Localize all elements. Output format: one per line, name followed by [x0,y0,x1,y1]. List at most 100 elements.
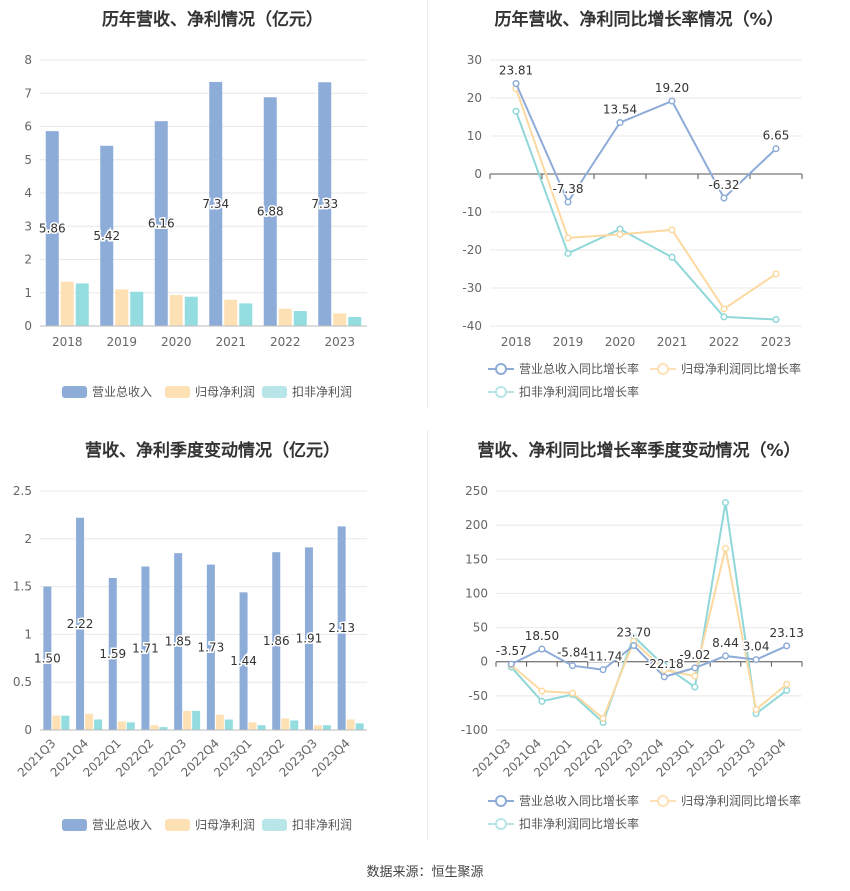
revenue-bar [304,547,313,730]
legend-label: 营业总收入 [92,385,153,399]
revenue-data-label: 6.88 [257,205,284,219]
revenue-growth-point [630,641,638,650]
annual-amount-chart: 0 1 2 3 4 5 6 7 8 5.86 5.42 6.16 7.34 6.88 7.33 2018 201… [24,53,367,349]
revenue-growth-data-label: -3.57 [496,644,527,658]
revenue-growth-point [720,194,728,202]
x-tick-label: 2021 [657,335,688,349]
revenue-data-label: 1.91 [296,632,323,646]
x-tick-label: 2020 [161,335,192,349]
y-tick-label: 5 [24,153,32,167]
legend-item-net-profit[interactable]: 归母净利润 [165,383,255,400]
legend-item-revenue-growth[interactable]: 营业总收入同比增长率 [488,360,639,377]
net-profit-growth-point [772,270,780,278]
revenue-growth-marker-icon [488,795,514,807]
revenue-bar [239,592,248,730]
y-tick-label: 0 [474,167,482,181]
x-tick-label: 2019 [106,335,137,349]
y-tick-label: -50 [468,689,488,703]
deducted-profit-bar [126,722,135,730]
revenue-growth-point [721,652,730,660]
net-profit-bar [278,308,292,326]
deducted-profit-bar [130,291,144,326]
legend-label: 归母净利润同比增长率 [681,362,802,376]
revenue-growth-point [507,660,515,668]
data-source-text: 数据来源：恒生聚源 [366,865,484,880]
revenue-data-label: 1.73 [197,640,224,654]
legend-item-deducted[interactable]: 扣非净利润 [262,816,352,833]
revenue-growth-point [599,666,607,674]
y-tick-label: -30 [462,281,482,295]
revenue-data-label: 6.16 [148,217,175,231]
net-profit-growth-point [720,305,728,313]
legend-item-net-growth[interactable]: 归母净利润同比增长率 [650,360,801,377]
legend-item-net-profit[interactable]: 归母净利润 [165,816,255,833]
legend-label: 营业总收入 [92,818,153,832]
chart-title-annual-growth: 历年营收、净利同比增长率情况（%） [494,10,784,30]
net-profit-growth-line [515,88,777,311]
legend-item-net-growth[interactable]: 归母净利润同比增长率 [650,792,801,809]
legend-item-deducted-growth[interactable]: 扣非净利润同比增长率 [488,815,639,832]
y-tick-label: 4 [24,186,32,200]
legend-annual-growth: 营业总收入同比增长率 归母净利润同比增长率 扣非净利润同比增长率 [428,360,850,404]
revenue-data-label: 7.34 [202,197,229,211]
revenue-growth-marker-icon [488,363,514,375]
vertical-divider-top [427,0,428,408]
net-profit-bar [333,313,347,326]
annual-growth-chart: -40 -30 -20 -10 0 10 20 30 23.81 -7.38 13.54 19.20 -… [462,53,803,349]
x-tick-label: 2023 [761,335,792,349]
legend-item-deducted[interactable]: 扣非净利润 [262,383,352,400]
revenue-growth-point [538,645,546,653]
deducted-profit-bar [159,727,168,730]
deducted-growth-point [691,683,699,691]
deducted-profit-bar [75,283,89,326]
net-profit-growth-point [783,680,791,688]
revenue-bar [272,552,281,730]
revenue-bar [174,553,183,730]
revenue-growth-data-label: 19.20 [655,81,689,95]
x-tick-label: 2018 [52,335,83,349]
legend-quarterly-amount: 营业总收入 归母净利润 扣非净利润 [0,816,425,836]
deducted-profit-bar [94,719,103,730]
deducted-swatch-icon [262,819,287,831]
net-profit-bar [248,722,257,730]
deducted-profit-bar [224,719,233,730]
deducted-profit-bar [239,303,253,326]
y-tick-label: -20 [462,243,482,257]
net-profit-bar [117,721,126,730]
revenue-data-label: 1.71 [132,641,159,655]
deducted-growth-marker-icon [488,818,514,830]
y-tick-label: 2.5 [13,484,32,498]
legend-label: 扣非净利润同比增长率 [519,385,640,399]
revenue-bar [108,577,117,730]
legend-label: 归母净利润 [195,385,256,399]
legend-label: 归母净利润同比增长率 [681,794,802,808]
legend-item-revenue[interactable]: 营业总收入 [62,816,152,833]
legend-item-revenue[interactable]: 营业总收入 [62,383,152,400]
net-profit-growth-point [599,714,607,722]
revenue-growth-data-label: 23.13 [770,626,804,640]
x-tick-label: 2021 [215,335,246,349]
net-profit-bar [60,281,74,326]
y-tick-label: 2 [24,253,32,267]
revenue-growth-data-label: 18.50 [525,629,559,643]
net-profit-bar [169,295,183,326]
deducted-growth-line [515,110,777,321]
legend-item-revenue-growth[interactable]: 营业总收入同比增长率 [488,792,639,809]
revenue-growth-point [783,642,791,650]
x-tick-label: 2018 [501,335,532,349]
y-tick-label: 10 [467,129,482,143]
revenue-data-label: 5.42 [93,229,120,243]
legend-annual-amount: 营业总收入 归母净利润 扣非净利润 [0,383,425,403]
legend-label: 扣非净利润同比增长率 [519,817,640,831]
net-growth-marker-icon [650,363,676,375]
y-tick-label: 1.5 [13,580,32,594]
quarterly-amount-chart: 0 0.5 1 1.5 2 2.5 1.50 2.22 1.59 1.71 1.85 1.73 1.44… [13,484,367,780]
y-tick-label: 1 [24,286,32,300]
net-profit-bar [346,719,355,730]
net-profit-bar [224,299,238,326]
legend-item-deducted-growth[interactable]: 扣非净利润同比增长率 [488,383,639,400]
revenue-data-label: 1.59 [99,647,126,661]
revenue-data-label: 5.86 [39,222,66,236]
revenue-growth-point [752,656,760,664]
